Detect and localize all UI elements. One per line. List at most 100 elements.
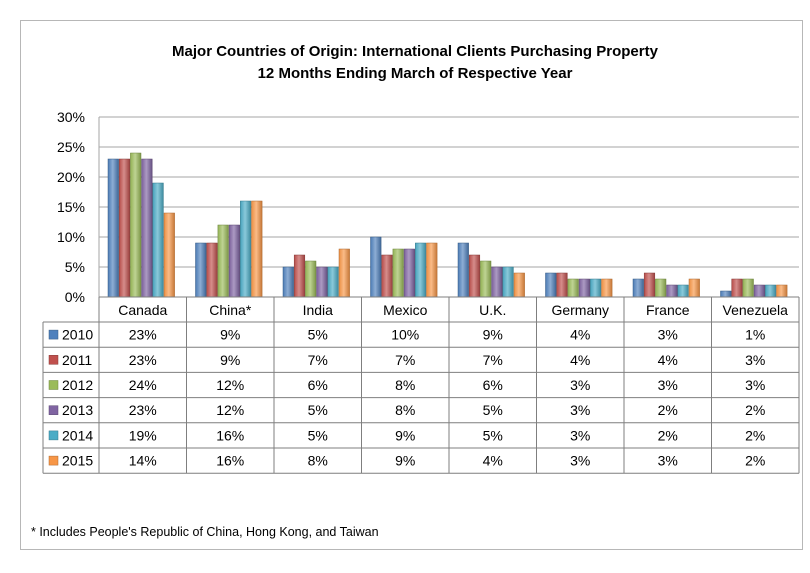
data-label: 1%	[745, 327, 765, 343]
y-tick-label: 0%	[65, 289, 85, 305]
bar-2011-U.K.	[468, 254, 481, 298]
data-label: 3%	[658, 327, 678, 343]
bar-2012-U.K.	[480, 260, 492, 298]
legend-swatch-2015	[48, 455, 59, 466]
data-label: 3%	[570, 427, 590, 443]
data-label: 9%	[395, 427, 415, 443]
data-table: Canada China* India Mexico U.K. Germany France…	[42, 296, 800, 474]
category-label: France	[646, 302, 690, 318]
data-label: 24%	[129, 377, 157, 393]
data-label: 23%	[129, 352, 157, 368]
data-label: 9%	[395, 453, 415, 469]
category-label: Canada	[118, 302, 167, 318]
data-label: 16%	[216, 427, 244, 443]
bar-chart: Major Countries of Origin: International…	[31, 43, 800, 539]
bar-2010-U.K.	[457, 242, 469, 298]
bar-2015-Mexico	[426, 242, 438, 298]
data-label: 16%	[216, 453, 244, 469]
category-label: Germany	[551, 302, 609, 318]
category-label: China*	[209, 302, 252, 318]
bar-2011-India	[293, 254, 306, 298]
legend-label: 2015	[62, 453, 93, 469]
bar-2015-India	[338, 248, 350, 298]
chart-frame: Major Countries of Origin: International…	[20, 20, 803, 550]
data-label: 14%	[129, 453, 157, 469]
data-label: 3%	[570, 453, 590, 469]
bar-2015-Canada	[163, 212, 175, 298]
data-label: 8%	[395, 377, 415, 393]
bar-2010-Venezuela	[720, 290, 732, 298]
bar-2013-Mexico	[403, 248, 415, 298]
bar-2011-Mexico	[381, 254, 393, 298]
bar-2012-France	[655, 278, 667, 298]
legend-swatch-2011	[48, 355, 59, 365]
data-label: 5%	[483, 427, 503, 443]
bar-2013-Canada	[141, 158, 153, 298]
y-axis-ticks: 0% 5% 10% 15% 20% 25% 30%	[57, 109, 85, 305]
category-label: U.K.	[479, 302, 506, 318]
bar-2013-India	[316, 266, 328, 298]
data-label: 8%	[308, 453, 328, 469]
data-label: 23%	[129, 402, 157, 418]
bar-2010-China*	[195, 242, 207, 298]
bar-2014-France	[677, 284, 689, 298]
chart-subtitle: 12 Months Ending March of Respective Yea…	[258, 65, 573, 82]
data-label: 6%	[483, 377, 503, 393]
bar-2014-China*	[240, 200, 252, 298]
bar-2013-China*	[228, 224, 240, 298]
bar-2012-India	[305, 260, 317, 298]
bar-2011-Canada	[118, 158, 131, 298]
y-tick-label: 5%	[65, 259, 85, 275]
bar-2010-India	[282, 266, 294, 298]
bar-2012-China*	[217, 224, 229, 298]
data-label: 5%	[308, 427, 328, 443]
legend-label: 2010	[62, 327, 93, 343]
bar-2014-U.K.	[502, 266, 514, 298]
legend-swatch-2013	[48, 405, 59, 415]
bar-2011-France	[643, 272, 656, 298]
y-tick-label: 20%	[57, 169, 85, 185]
data-label: 7%	[483, 352, 503, 368]
legend-swatch-2012	[48, 380, 59, 390]
bar-2015-Germany	[601, 278, 613, 298]
data-label: 3%	[570, 377, 590, 393]
data-label: 2%	[745, 427, 765, 443]
bar-2011-Germany	[556, 272, 568, 298]
data-label: 9%	[483, 327, 503, 343]
data-label: 3%	[570, 402, 590, 418]
footnote: * Includes People's Republic of China, H…	[31, 525, 379, 539]
bar-2015-China*	[251, 200, 263, 298]
data-label: 7%	[308, 352, 328, 368]
bar-2013-Germany	[578, 278, 590, 298]
legend-label: 2011	[62, 352, 92, 368]
legend-label: 2013	[62, 402, 93, 418]
bar-2014-India	[327, 266, 339, 298]
y-tick-label: 30%	[57, 109, 85, 125]
y-tick-label: 15%	[57, 199, 85, 215]
data-label: 2%	[658, 427, 678, 443]
bar-2012-Mexico	[392, 248, 404, 298]
bar-2014-Venezuela	[765, 284, 777, 298]
data-label: 5%	[308, 327, 328, 343]
data-label: 7%	[395, 352, 415, 368]
data-label: 5%	[308, 402, 328, 418]
bar-2014-Canada	[152, 182, 164, 298]
bar-2014-Mexico	[415, 242, 427, 298]
bar-2015-Venezuela	[776, 284, 788, 298]
bar-2012-Germany	[567, 278, 579, 298]
bar-2010-Mexico	[370, 236, 382, 298]
data-label: 3%	[658, 453, 678, 469]
bar-2012-Venezuela	[742, 278, 754, 298]
bar-series	[107, 152, 788, 298]
legend-swatch-2014	[48, 430, 59, 441]
bar-2011-Venezuela	[731, 278, 743, 298]
bar-2010-France	[632, 278, 644, 298]
bar-2013-U.K.	[491, 266, 503, 298]
legend-label: 2012	[62, 377, 93, 393]
legend-swatch-2010	[48, 329, 59, 340]
bar-2014-Germany	[590, 278, 602, 298]
data-label: 8%	[395, 402, 415, 418]
data-label: 4%	[658, 352, 678, 368]
bar-2013-Venezuela	[753, 284, 765, 298]
category-label: India	[303, 302, 334, 318]
